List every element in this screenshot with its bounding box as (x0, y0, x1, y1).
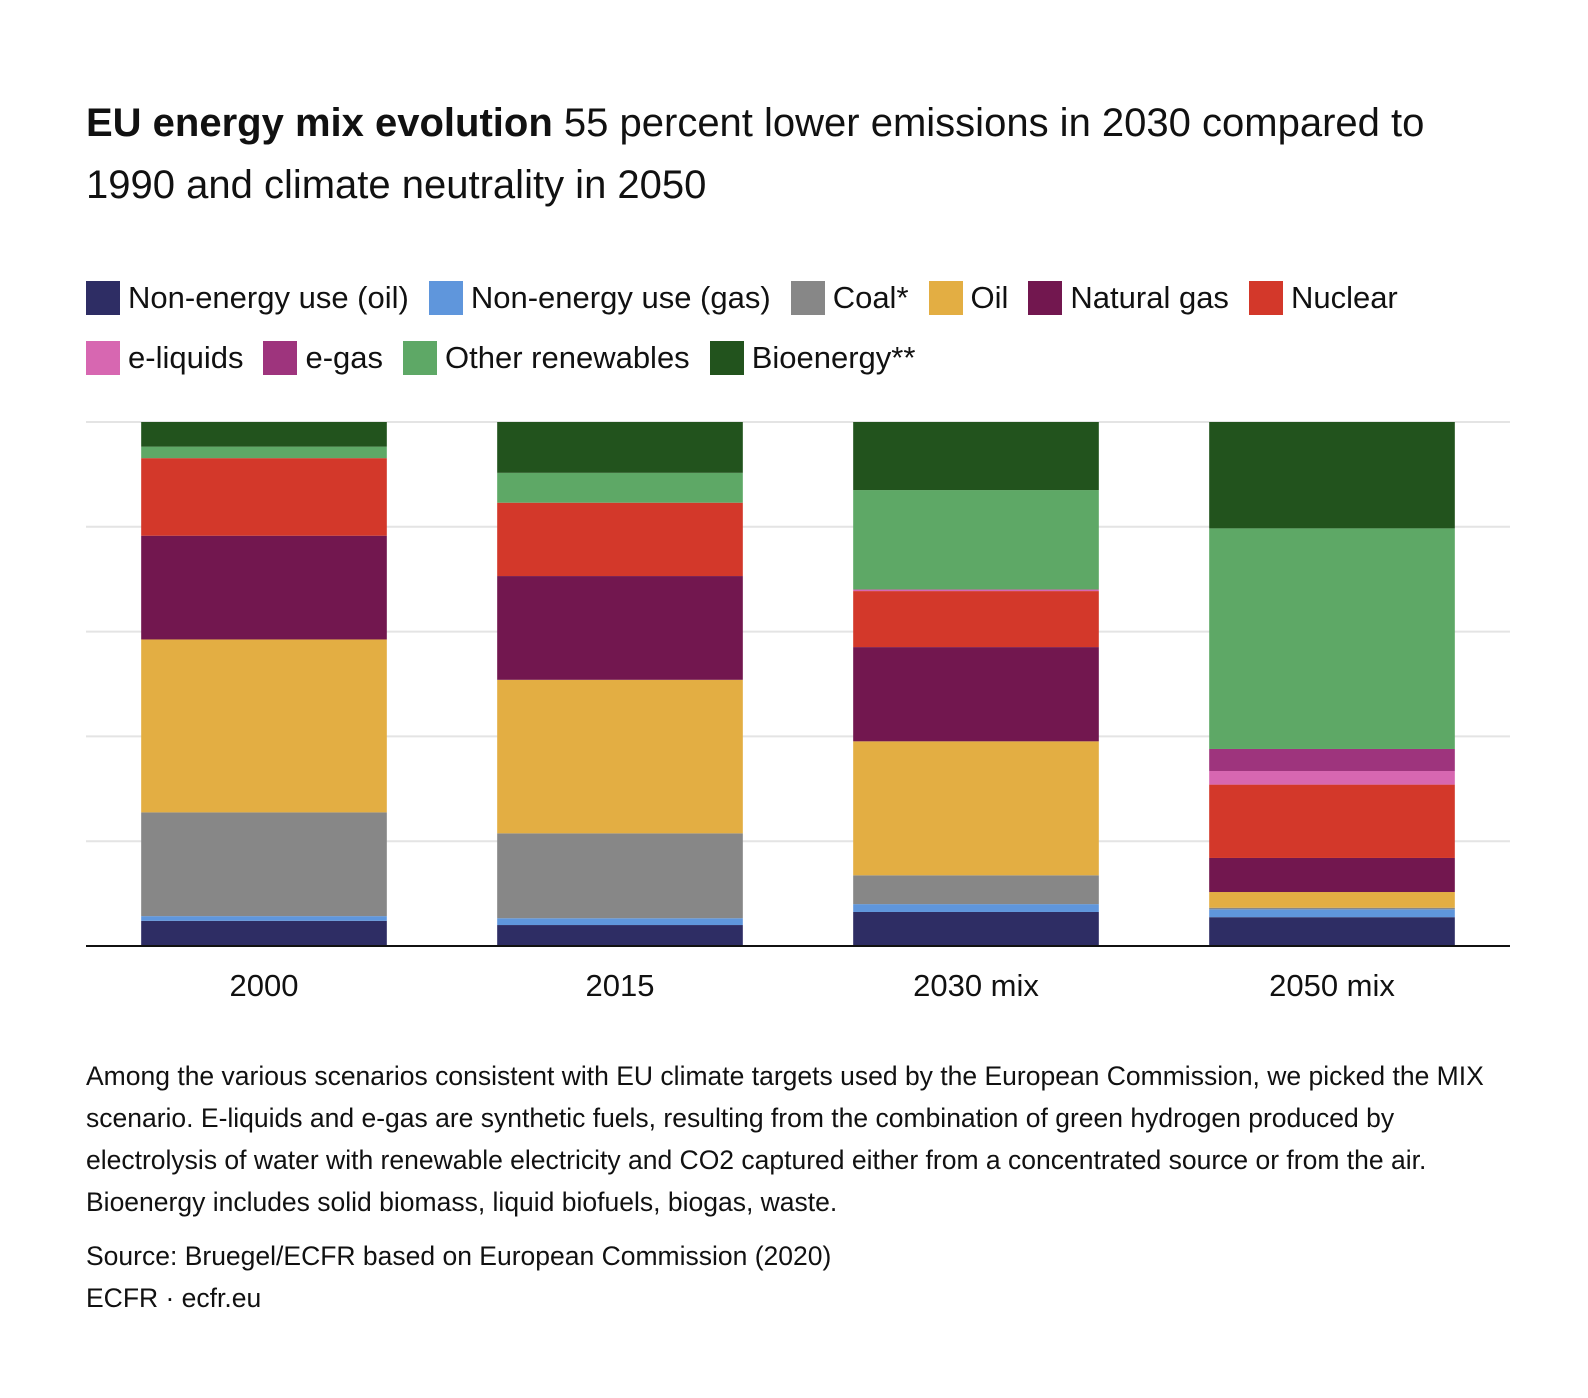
x-tick-label: 2030 mix (913, 968, 1039, 1000)
legend-item-oil: Oil (928, 280, 1009, 316)
bar-segment-bioenergy-2050-mix (1209, 422, 1455, 529)
legend-item-non-energy-use-oil: Non-energy use (oil) (86, 280, 409, 316)
legend-row: Non-energy use (oil) Non-energy use (gas)… (86, 278, 1506, 318)
legend-swatch (86, 281, 120, 315)
bar-segment-nuclear-2015 (497, 502, 743, 577)
bar-segment-oil-2050-mix (1209, 892, 1455, 908)
bar-segment-non-energy-use-oil-2050-mix (1209, 917, 1455, 946)
bar-segment-coal-2000 (141, 812, 387, 917)
legend-swatch (709, 341, 744, 375)
legend-swatch (1248, 281, 1283, 315)
legend-swatch (428, 281, 463, 315)
bar-segment-non-energy-use-oil-2000 (141, 920, 387, 946)
bar-segment-natural-gas-2000 (141, 535, 387, 640)
bar-segment-non-energy-use-gas-2000 (141, 916, 387, 921)
bar-segment-non-energy-use-gas-2030-mix (853, 904, 1099, 912)
legend-row: e-liquids e-gas Other renewables Bioenergy*… (86, 338, 1506, 378)
legend-swatch (1028, 281, 1063, 315)
legend-label: Other renewables (445, 340, 690, 375)
legend-swatch (263, 341, 298, 375)
bar-segment-natural-gas-2050-mix (1209, 857, 1455, 893)
stacked-bar-chart: 2000 2015 2030 mix 2050 mix (86, 421, 1510, 1000)
bar-segment-other-renewables-2050-mix (1209, 528, 1455, 749)
chart-subtitle: 55 percent lower emissions in 2030 compa… (86, 101, 1425, 207)
legend-item-e-gas: e-gas (263, 340, 383, 376)
legend-item-natural-gas: Natural gas (1028, 280, 1229, 316)
legend-label: Oil (970, 280, 1009, 315)
legend-label: Non-energy use (gas) (470, 280, 771, 315)
bar-segment-oil-2015 (497, 679, 743, 834)
chart-title-bold: EU energy mix evolution (86, 101, 553, 145)
bar-segment-nuclear-2000 (141, 458, 387, 536)
chart-title: EU energy mix evolution 55 percent lower… (86, 92, 1506, 216)
bar-segment-non-energy-use-oil-2030-mix (853, 911, 1099, 946)
chart-credit: ECFR · ecfr.eu (86, 1283, 262, 1313)
bar-segment-other-renewables-2015 (497, 472, 743, 503)
bar-segment-nuclear-2050-mix (1209, 784, 1455, 858)
bar-segment-bioenergy-2015 (497, 422, 743, 473)
bar-segment-e-liquids-2050-mix (1209, 770, 1455, 785)
bar-segment-bioenergy-2000 (141, 422, 387, 447)
legend-label: Nuclear (1290, 280, 1398, 315)
legend-label: Natural gas (1070, 280, 1229, 315)
legend-item-non-energy-use-gas: Non-energy use (gas) (428, 280, 771, 316)
bar-segment-non-energy-use-gas-2050-mix (1209, 909, 1455, 918)
legend-label: e-gas (305, 340, 383, 375)
bar-segment-oil-2000 (141, 639, 387, 813)
bar-segment-e-liquids-2030-mix (853, 589, 1099, 592)
legend-swatch (403, 341, 437, 375)
bar-segment-nuclear-2030-mix (853, 591, 1099, 648)
x-tick-label: 2050 mix (1269, 968, 1395, 1000)
chart-note: Among the various scenarios consistent w… (86, 1061, 1484, 1217)
bar-segment-natural-gas-2015 (497, 576, 743, 680)
legend-swatch (86, 341, 120, 375)
bar-segment-bioenergy-2030-mix (853, 422, 1099, 491)
x-tick-label: 2000 (230, 968, 299, 1000)
bar-segment-other-renewables-2000 (141, 446, 387, 459)
bar-segment-non-energy-use-oil-2015 (497, 925, 743, 946)
bar-segment-coal-2050-mix (1209, 907, 1455, 910)
bar-segment-non-energy-use-gas-2015 (497, 918, 743, 926)
x-tick-label: 2015 (586, 968, 655, 1000)
bar-segment-oil-2030-mix (853, 741, 1099, 876)
legend-label: e-liquids (128, 340, 244, 375)
bar-segment-other-renewables-2030-mix (853, 490, 1099, 590)
bar-segment-natural-gas-2030-mix (853, 647, 1099, 742)
legend: Non-energy use (oil) Non-energy use (gas)… (86, 278, 1506, 398)
legend-item-coal: Coal* (790, 280, 909, 316)
legend-label: Coal* (832, 280, 909, 315)
chart-source: Source: Bruegel/ECFR based on European C… (86, 1241, 832, 1271)
legend-item-e-liquids: e-liquids (86, 340, 243, 376)
bar-segment-coal-2030-mix (853, 875, 1099, 905)
legend-item-nuclear: Nuclear (1248, 280, 1398, 316)
legend-label: Bioenergy** (751, 340, 916, 375)
bar-segment-coal-2015 (497, 833, 743, 919)
legend-label: Non-energy use (oil) (128, 280, 409, 315)
legend-item-other-renewables: Other renewables (403, 340, 690, 376)
legend-swatch (790, 281, 825, 315)
legend-swatch (928, 281, 963, 315)
bar-segment-e-gas-2050-mix (1209, 748, 1455, 771)
legend-item-bioenergy: Bioenergy** (709, 340, 916, 376)
